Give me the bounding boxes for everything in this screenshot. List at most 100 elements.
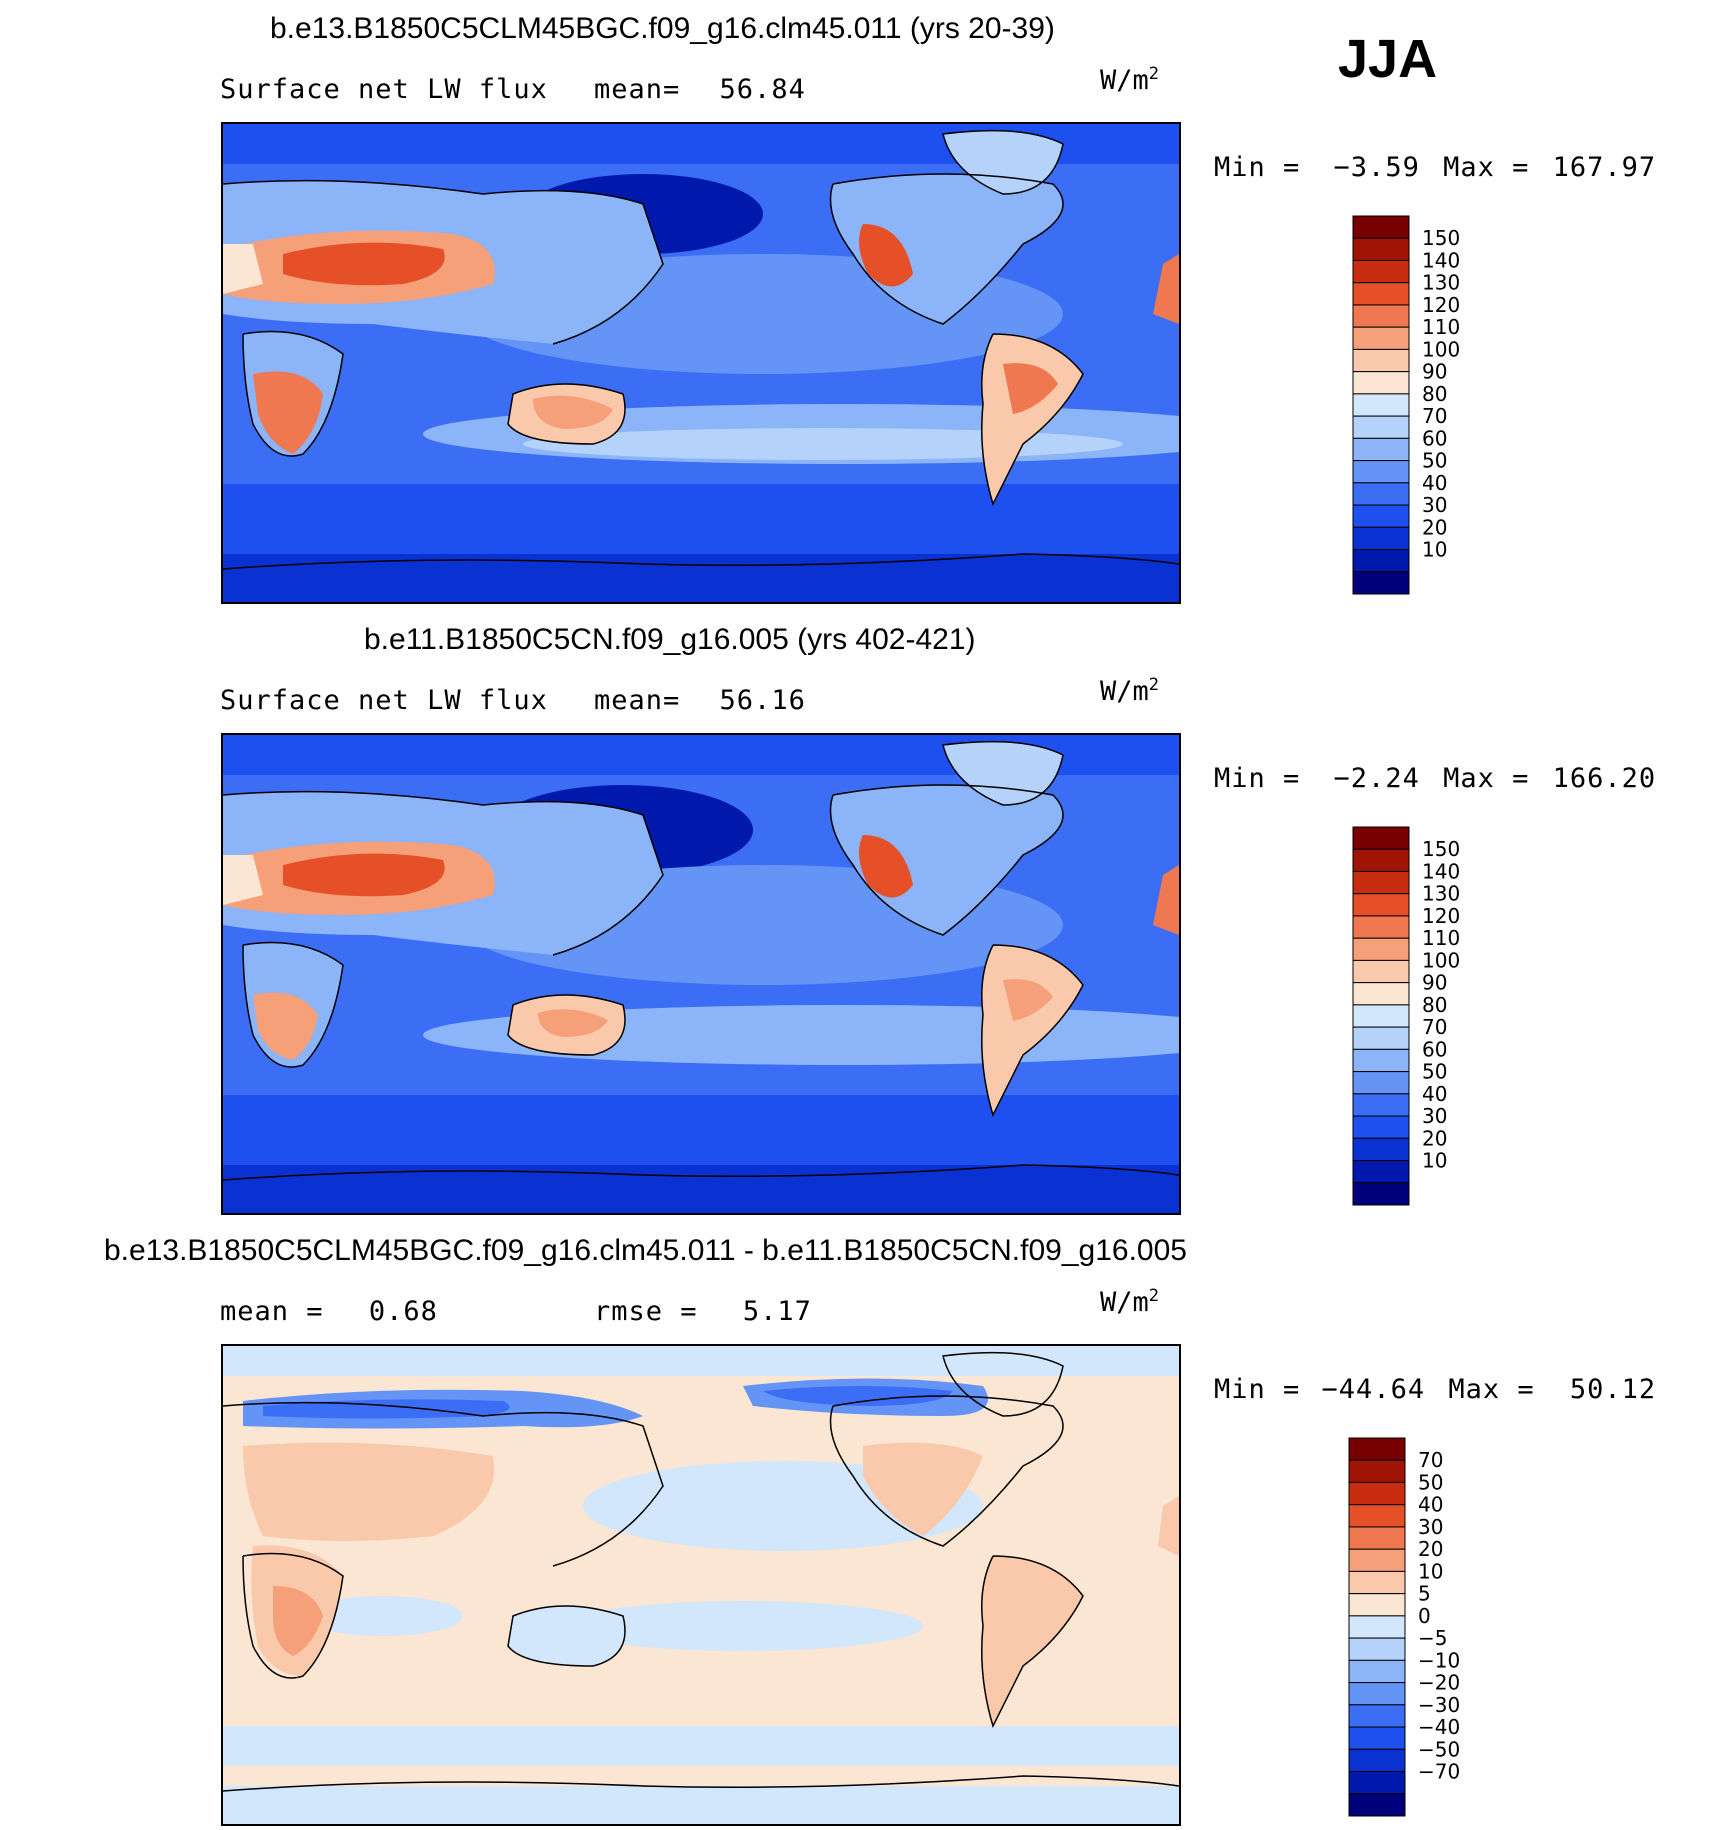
panel1-mean-value: 56.84 [719,74,806,105]
panel3-max-value: 50.12 [1569,1374,1657,1405]
panel3-min-label: Min = [1214,1374,1301,1405]
panel3-units-base: W/m [1100,1287,1149,1318]
panel2-colorbar-tick-label: 110 [1422,926,1460,950]
panel1-colorbar-swatch [1352,393,1410,417]
panel3-colorbar-swatch [1348,1548,1406,1572]
panel1-map-canvas [223,124,1179,602]
panel1-colorbar-swatch [1352,282,1410,306]
panel3-colorbar-swatch [1348,1615,1406,1639]
panel1-colorbar-swatch [1352,348,1410,373]
panel3-map [221,1344,1181,1826]
panel3-colorbar-swatch [1348,1504,1406,1528]
panel2-colorbar-tick-label: 30 [1422,1104,1447,1128]
panel3-minmax: Min = −44.64 Max = 50.12 [1214,1374,1656,1405]
panel2-colorbar-swatch [1352,937,1410,961]
panel1-colorbar-swatch [1352,571,1410,595]
panel3-colorbar-tick-label: 20 [1418,1537,1443,1561]
panel3-colorbar-tick-label: 0 [1418,1604,1431,1628]
panel3-colorbar-tick-label: −20 [1418,1671,1460,1695]
panel2-mean-key: mean= [594,685,681,716]
panel1-map [221,122,1181,604]
panel1-colorbar-tick-label: 130 [1422,271,1460,295]
panel3-colorbar-tick-label: 50 [1418,1470,1443,1494]
panel2-colorbar-tick-label: 100 [1422,948,1460,972]
panel1-min-value: −3.59 [1333,152,1420,183]
panel3-colorbar-tick-label: −40 [1418,1715,1460,1739]
panel3-colorbar-tick-label: −50 [1418,1737,1460,1761]
panel1-colorbar-tick-label: 80 [1422,382,1447,406]
panel1-colorbar-tick-label: 50 [1422,449,1447,473]
panel1-units: W/m2 [1100,64,1159,96]
panel1-title: b.e13.B1850C5CLM45BGC.f09_g16.clm45.011 … [270,12,1055,45]
panel3-colorbar: 70 50 40 30 20 10 5 0 −5 −10 −20 −30 −40 −50 −70 [1348,1437,1492,1818]
panel1-colorbar-swatch [1352,504,1410,528]
panel2-colorbar-tick-label: 20 [1422,1126,1447,1150]
panel1-colorbar-swatch [1352,526,1410,551]
panel2-colorbar-tick-label: 60 [1422,1037,1447,1061]
panel2-title: b.e11.B1850C5CN.f09_g16.005 (yrs 402-421… [364,623,976,656]
panel1-colorbar-swatch [1352,460,1410,484]
panel3-rmse-value: 5.17 [742,1296,812,1327]
panel2-colorbar-swatch [1352,848,1410,872]
panel2-colorbar-tick-label: 140 [1422,859,1460,883]
panel1-colorbar-swatch [1352,437,1410,462]
panel3-colorbar-tick-label: 5 [1418,1582,1431,1606]
panel1-mean-key: mean= [594,74,681,105]
panel3-colorbar-swatch [1348,1771,1406,1795]
panel1-colorbar-swatch [1352,371,1410,395]
panel3-min-value: −44.64 [1321,1374,1426,1405]
panel2-colorbar-tick-label: 90 [1422,971,1447,995]
panel2-units-exp: 2 [1148,675,1160,695]
panel2-colorbar-tick-label: 120 [1422,904,1460,928]
panel3-map-canvas [223,1346,1179,1824]
panel2-colorbar-tick-label: 70 [1422,1015,1447,1039]
panel1-colorbar-swatch [1352,326,1410,350]
panel1-colorbar-tick-label: 40 [1422,471,1447,495]
panel1-colorbar: 150 140 130 120 110 100 90 80 70 60 50 40 30 20 10 [1352,215,1492,596]
panel1-mean-label: mean= 56.84 [594,74,806,105]
panel3-colorbar-swatch [1348,1793,1406,1817]
panel1-colorbar-tick-label: 110 [1422,315,1460,339]
panel1-colorbar-tick-label: 30 [1422,493,1447,517]
panel2-colorbar-swatch [1352,915,1410,939]
season-label: JJA [1338,29,1438,89]
panel1-units-base: W/m [1100,65,1149,96]
panel2-mean-label: mean= 56.16 [594,685,806,716]
panel2-colorbar-swatch [1352,1182,1410,1206]
panel3-colorbar-tick-label: −70 [1418,1760,1460,1784]
panel2-colorbar-swatch [1352,1071,1410,1095]
panel1-colorbar-tick-label: 150 [1422,226,1460,250]
panel1-minmax: Min = −3.59 Max = 167.97 [1214,152,1656,183]
panel3-colorbar-swatch [1348,1459,1406,1483]
panel1-colorbar-swatch [1352,415,1410,439]
panel1-max-label: Max = [1443,152,1530,183]
panel3-colorbar-swatch [1348,1593,1406,1617]
panel3-colorbar-swatch [1348,1748,1406,1773]
panel2-colorbar-swatch [1352,1026,1410,1050]
panel3-title: b.e13.B1850C5CLM45BGC.f09_g16.clm45.011 … [104,1234,1187,1267]
panel2-field-label: Surface net LW flux [220,685,548,716]
panel3-colorbar-swatch [1348,1659,1406,1684]
panel2-map [221,733,1181,1215]
panel3-colorbar-tick-label: 10 [1418,1559,1443,1583]
panel3-units: W/m2 [1100,1286,1159,1318]
panel2-max-label: Max = [1443,763,1530,794]
panel1-colorbar-swatch [1352,215,1410,239]
panel1-field-label: Surface net LW flux [220,74,548,105]
panel3-colorbar-tick-label: −10 [1418,1648,1460,1672]
panel1-colorbar-tick-label: 100 [1422,337,1460,361]
panel1-colorbar-swatch [1352,259,1410,284]
panel2-colorbar-tick-label: 10 [1422,1149,1447,1173]
panel1-colorbar-tick-label: 60 [1422,426,1447,450]
panel1-colorbar-swatch [1352,304,1410,328]
panel1-colorbar-swatch [1352,482,1410,506]
panel3-colorbar-swatch [1348,1481,1406,1506]
panel2-max-value: 166.20 [1552,763,1657,794]
panel3-mean-value: 0.68 [368,1296,438,1327]
panel2-colorbar-swatch [1352,1160,1410,1184]
panel2-colorbar-swatch [1352,893,1410,917]
panel3-colorbar-swatch [1348,1726,1406,1750]
panel2-colorbar-swatch [1352,982,1410,1006]
